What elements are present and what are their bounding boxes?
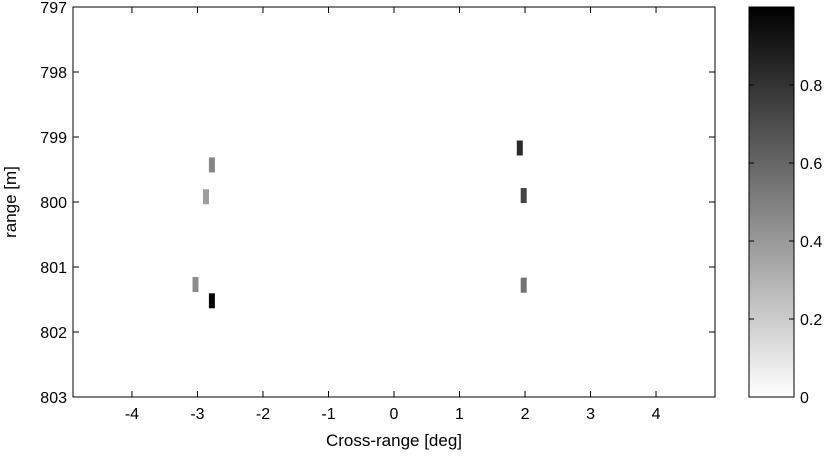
x-tick-label: 4 (652, 406, 661, 423)
y-tick-label: 803 (40, 390, 67, 407)
colorbar-ticks (749, 84, 794, 398)
heatmap-cell-2 (192, 277, 199, 292)
colorbar-tick-label: 0.2 (800, 312, 822, 329)
x-tick-labels: -4 -3 -2 -1 0 1 2 3 4 (125, 406, 661, 423)
axis-ticks (73, 6, 715, 398)
heatmap-cell-6 (520, 277, 527, 293)
x-tick-label: -3 (190, 406, 204, 423)
y-axis-label: range [m] (1, 166, 20, 238)
y-tick-label: 802 (40, 325, 67, 342)
heatmap-cell-5 (520, 188, 527, 203)
heatmap-cells (192, 140, 527, 309)
colorbar-tick-label: 0.4 (800, 234, 822, 251)
y-tick-label: 799 (40, 130, 67, 147)
plot-area (72, 6, 716, 398)
x-tick-label: -1 (321, 406, 335, 423)
x-axis-label: Cross-range [deg] (326, 431, 462, 450)
y-tick-labels: 797 798 799 800 801 802 803 (40, 0, 67, 407)
y-tick-label: 798 (40, 65, 67, 82)
heatmap-cell-0 (208, 157, 215, 173)
x-tick-label: 0 (390, 406, 399, 423)
x-tick-label: -4 (125, 406, 139, 423)
colorbar-tick-label: 0.8 (800, 78, 822, 95)
x-tick-label: 2 (521, 406, 530, 423)
x-tick-label: -2 (256, 406, 270, 423)
y-tick-label: 800 (40, 195, 67, 212)
x-tick-label: 1 (455, 406, 464, 423)
colorbar-tick-label: 0 (800, 390, 809, 407)
colorbar (748, 6, 795, 398)
heatmap-cell-1 (203, 189, 209, 205)
colorbar-tick-label: 0.6 (800, 156, 822, 173)
y-tick-label: 801 (40, 260, 67, 277)
x-tick-label: 3 (586, 406, 595, 423)
heatmap-cell-4 (516, 140, 523, 156)
heatmap-cell-3 (208, 293, 215, 309)
y-tick-label: 797 (40, 0, 67, 17)
colorbar-tick-labels: 0 0.2 0.4 0.6 0.8 (800, 78, 822, 407)
